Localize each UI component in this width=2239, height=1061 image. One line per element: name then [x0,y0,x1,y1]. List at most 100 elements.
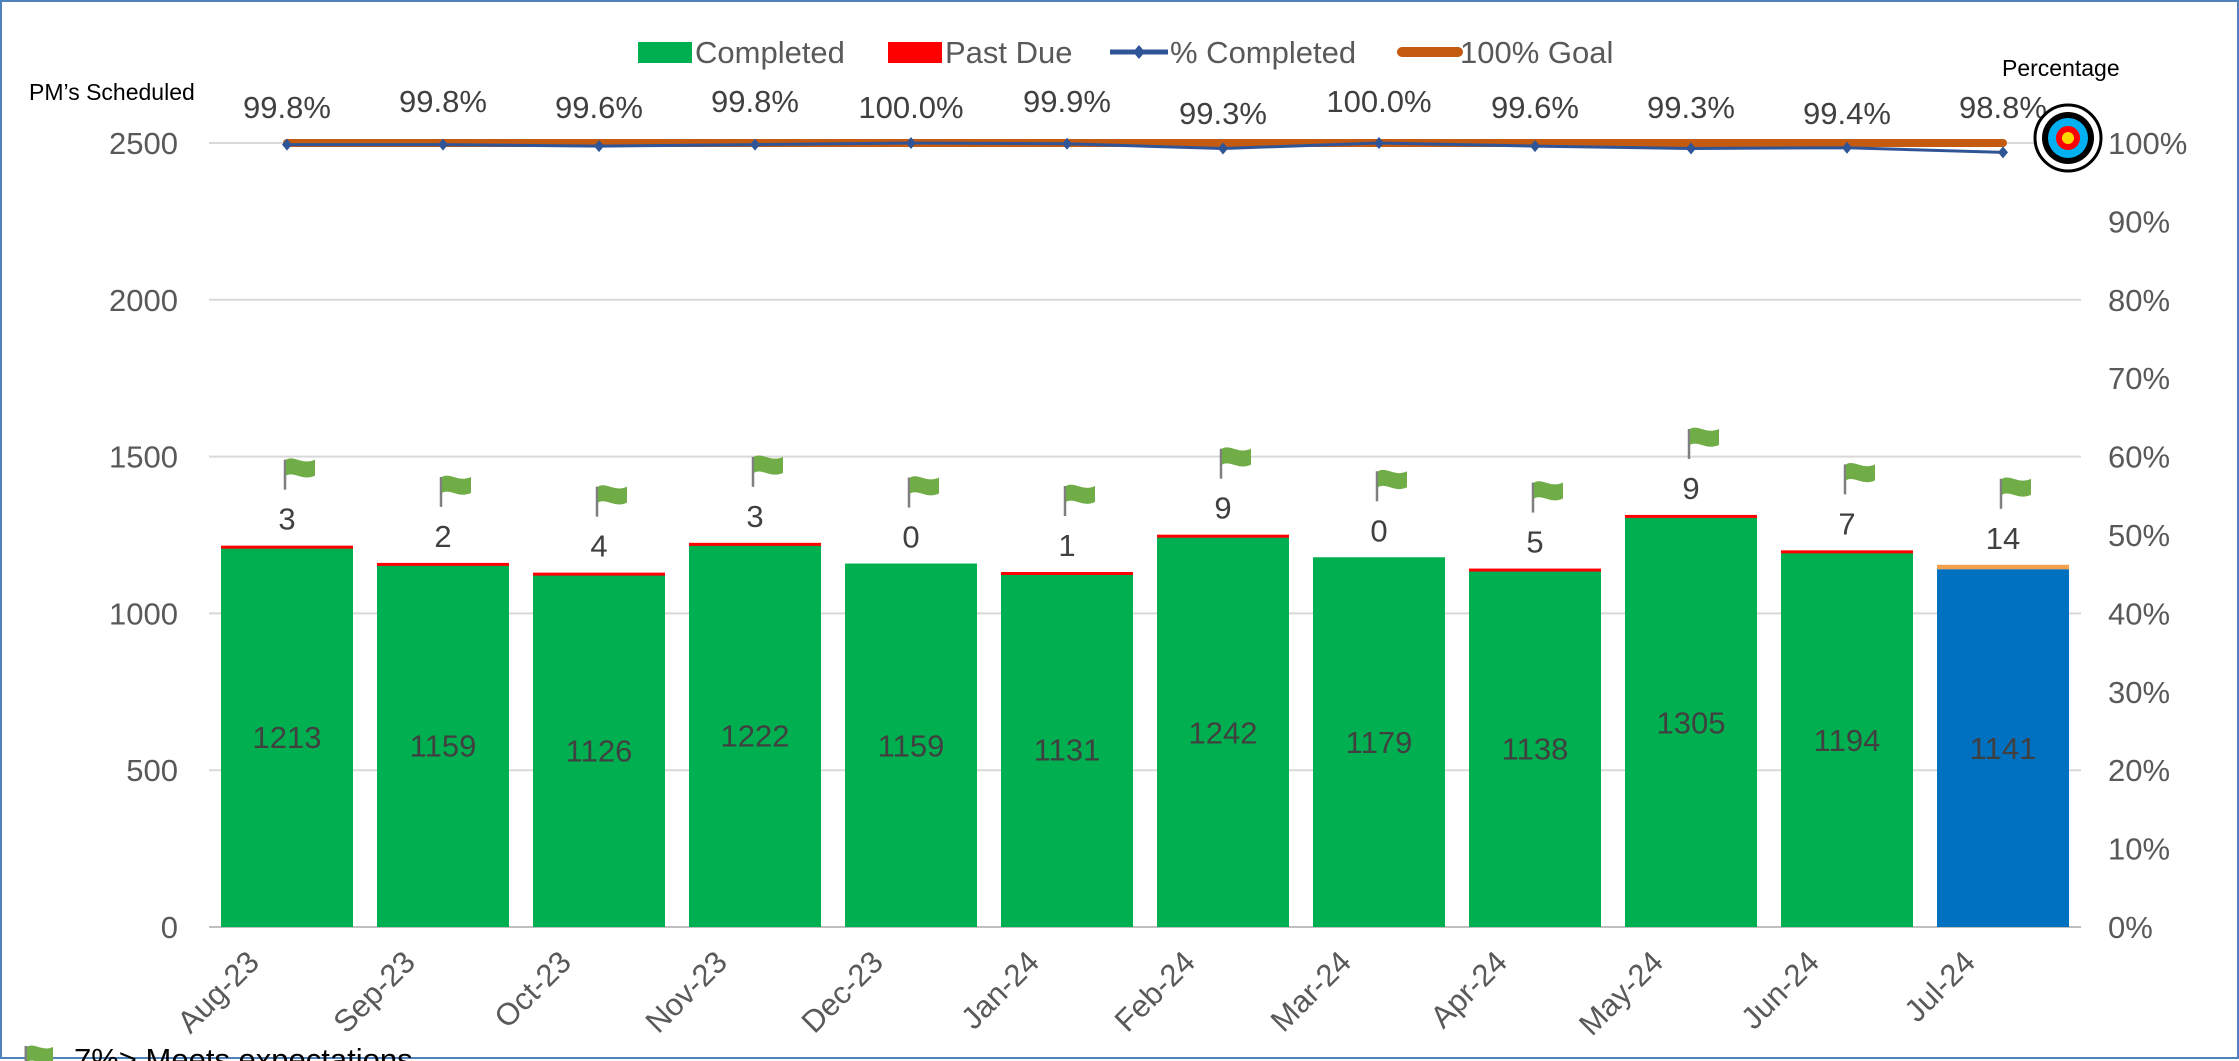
x-tick-label: Nov-23 [639,944,734,1039]
y2-tick-label: 10% [2108,832,2170,867]
pct-completed-line [287,141,2004,154]
legend-swatch-past-due [888,42,942,63]
pct-completed-marker [906,137,916,149]
completed-value-label: 1159 [410,728,477,763]
pct-completed-label: 99.6% [1491,90,1579,125]
pct-completed-label: 100.0% [1326,84,1431,119]
past-due-label: 9 [1682,471,1699,506]
y2-tick-label: 40% [2108,596,2170,631]
past-due-label: 0 [1370,513,1387,548]
flag-icon [1999,477,2031,509]
pct-completed-marker [1374,137,1384,149]
pct-completed-label: 99.8% [243,90,331,125]
x-tick-label: Oct-23 [487,944,578,1035]
pct-completed-marker [438,138,448,151]
legend-label-goal: 100% Goal [1460,35,1613,70]
pct-completed-label: 99.4% [1803,96,1891,131]
y2-tick-label: 80% [2108,283,2170,318]
bar-completed [1313,557,1445,927]
flag-icon [1687,427,1719,459]
completed-value-label: 1213 [253,720,322,755]
past-due-label: 3 [746,499,763,534]
legend-label-completed: Completed [695,35,845,70]
pct-completed-label: 99.3% [1179,96,1267,131]
y-tick-label: 2000 [109,283,178,318]
flag-icon [1219,447,1251,479]
legend-swatch-completed [638,42,692,63]
y-tick-label: 500 [126,753,178,788]
flag-icon [907,476,939,508]
x-tick-label: May-24 [1572,944,1670,1042]
bar-past-due [377,562,509,566]
pct-completed-label: 99.8% [399,84,487,119]
completed-value-label: 1194 [1814,723,1881,758]
completed-value-label: 1242 [1189,715,1258,750]
legend-note: 7%> Meets expectations [24,1042,413,1061]
y-axis-title: PM’s Scheduled [29,79,195,105]
completed-value-label: 1305 [1657,705,1726,740]
flag-icon [751,455,783,487]
y2-tick-label: 20% [2108,753,2170,788]
y2-tick-label: 0% [2108,910,2153,945]
bar-past-due [1001,572,1133,576]
bar-past-due [1781,550,1913,554]
bar-past-due [1937,564,2069,570]
bar-completed [1937,569,2069,927]
past-due-label: 2 [434,519,451,554]
pct-completed-marker [1062,137,1072,150]
past-due-label: 0 [902,520,919,555]
y2-tick-label: 90% [2108,204,2170,239]
completed-value-label: 1179 [1346,725,1413,760]
pct-completed-label: 99.9% [1023,84,1111,119]
x-tick-label: Sep-23 [327,944,422,1039]
bar-past-due [221,545,353,549]
pct-completed-label: 98.8% [1959,90,2047,125]
y2-tick-label: 60% [2108,440,2170,475]
bar-completed [1157,537,1289,927]
completed-value-label: 1141 [1970,731,2037,766]
bar-completed [1625,517,1757,927]
pct-completed-marker [282,138,292,151]
past-due-label: 4 [590,529,607,564]
data-labels: 1213 3 1159 2 1126 4 1222 3 1159 0 1131 1 1242 9 1179 0… [243,84,2047,768]
bar-completed [1469,570,1601,927]
bar-completed [533,573,665,927]
note-text: 7%> Meets expectations [74,1042,413,1061]
pct-completed-marker [1218,142,1228,155]
past-due-label: 9 [1214,491,1231,526]
target-icon [2033,103,2103,173]
completed-value-label: 1159 [878,728,945,763]
completed-value-label: 1138 [1502,732,1569,767]
x-tick-label: Dec-23 [795,944,890,1039]
past-due-label: 1 [1058,528,1075,563]
flag-icon [283,458,315,490]
past-due-label: 3 [278,502,295,537]
y2-axis-title: Percentage [2002,55,2120,81]
bar-completed [377,563,509,927]
x-tick-label: Jun-24 [1734,944,1826,1036]
bar-past-due [1469,568,1601,572]
x-tick-label: Jan-24 [954,944,1046,1036]
past-due-label: 14 [1986,521,2020,556]
past-due-label: 5 [1526,525,1543,560]
flag-icon [1375,469,1407,502]
pct-completed-marker [1530,140,1540,153]
legend: Completed Past Due % Completed 100% Goal [638,35,1613,70]
flag-icon [1531,481,1563,513]
pct-completed-marker [1686,142,1696,155]
bar-completed [689,543,821,927]
pct-completed-label: 99.6% [555,90,643,125]
x-tick-label: Mar-24 [1264,944,1358,1038]
x-tick-label: Jul-24 [1897,944,1981,1028]
bar-completed [1781,552,1913,927]
x-tick-label: Aug-23 [171,944,266,1039]
line-series [282,137,2008,159]
pct-completed-label: 100.0% [858,90,963,125]
pct-completed-label: 99.3% [1647,90,1735,125]
bar-past-due [1157,534,1289,538]
y-tick-label: 1000 [109,596,178,631]
y2-tick-label: 70% [2108,361,2170,396]
bar-completed [845,563,977,927]
flag-icon [1063,484,1095,517]
bar-completed [221,546,353,927]
